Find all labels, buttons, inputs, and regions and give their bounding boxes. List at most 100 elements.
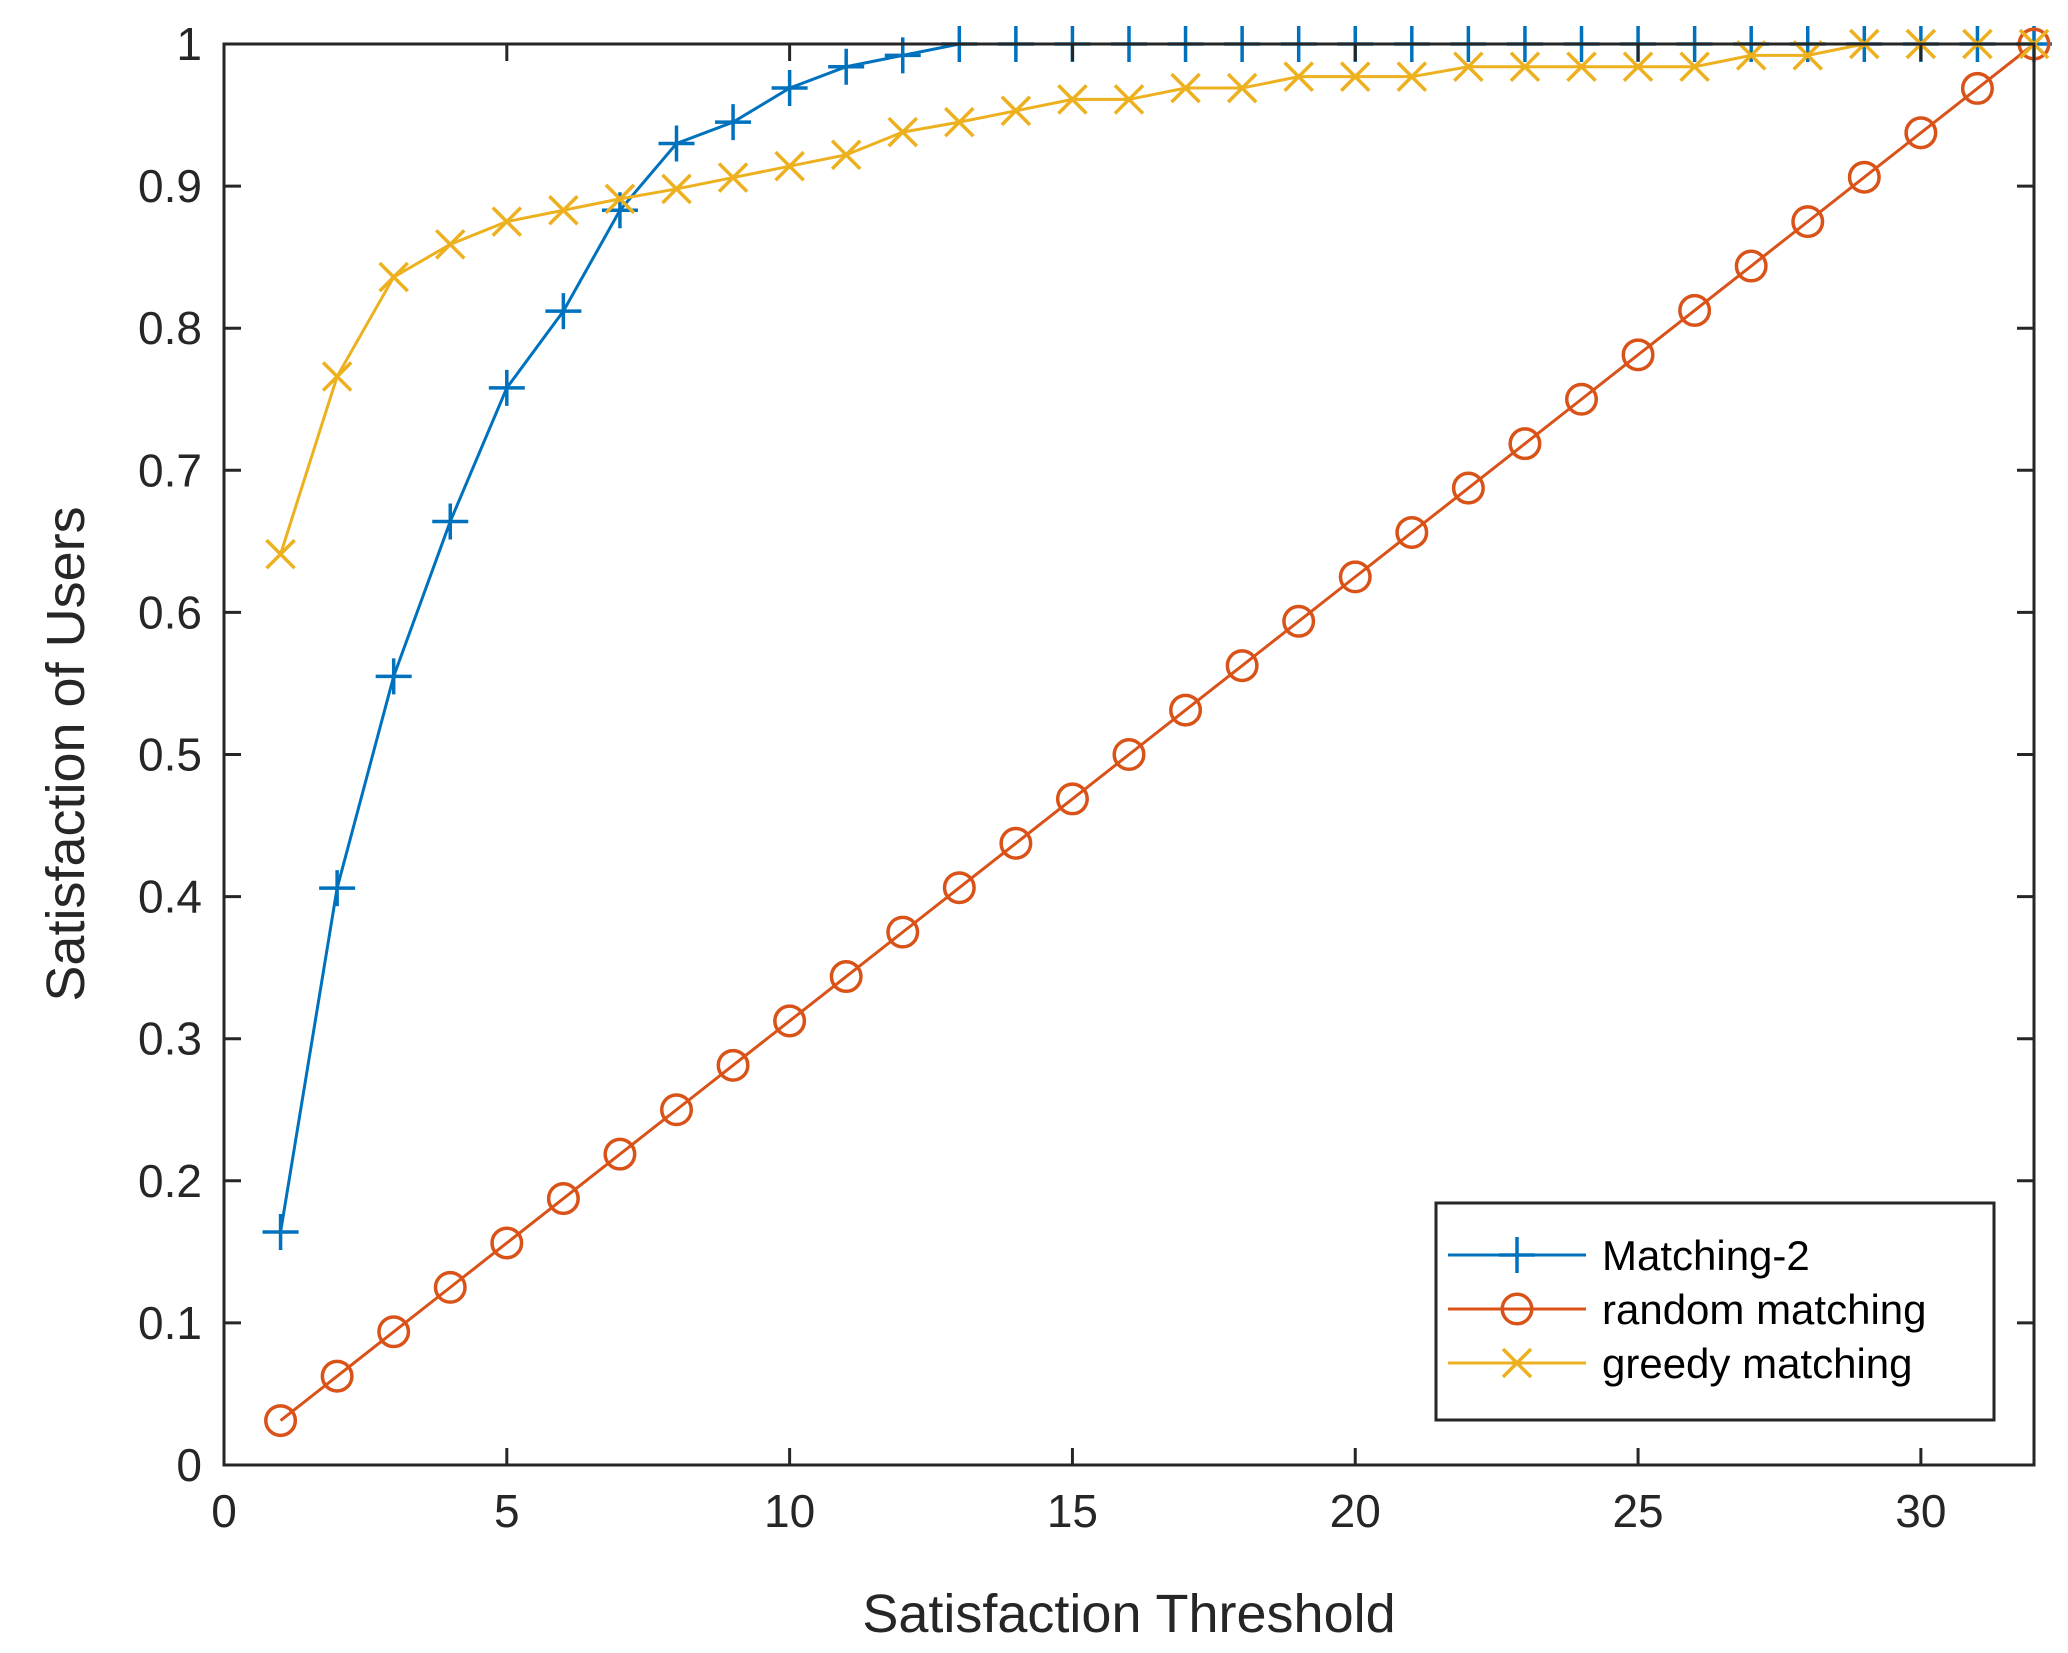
y-tick-label: 0.1 xyxy=(138,1297,202,1349)
series-line xyxy=(279,42,2034,555)
x-tick-label: 0 xyxy=(211,1485,237,1537)
x-marker xyxy=(1622,51,1654,83)
x-marker xyxy=(491,206,523,237)
x-marker xyxy=(1396,61,1428,92)
legend-entry: greedy matching xyxy=(1448,1340,1913,1387)
legend-plus-marker xyxy=(1499,1237,1535,1273)
circle-marker xyxy=(1734,249,1768,283)
plus-marker xyxy=(771,70,808,107)
circle-marker xyxy=(716,1048,750,1082)
legend-label: random matching xyxy=(1602,1286,1927,1333)
circle-marker xyxy=(1395,515,1429,549)
plus-marker xyxy=(319,870,356,907)
x-marker xyxy=(1339,61,1371,92)
legend-circle-marker xyxy=(1500,1292,1534,1326)
y-tick-label: 0.4 xyxy=(138,871,202,923)
x-marker xyxy=(1283,61,1314,92)
circle-marker xyxy=(1055,782,1089,816)
circle-marker xyxy=(377,1315,411,1349)
x-tick-label: 5 xyxy=(494,1485,520,1537)
circle-marker xyxy=(942,871,976,905)
y-tick-label: 0.2 xyxy=(138,1155,202,1207)
x-marker xyxy=(1226,72,1258,104)
x-marker xyxy=(1453,51,1484,83)
plus-marker xyxy=(715,104,752,141)
circle-marker xyxy=(1678,293,1712,327)
legend-entry: Matching-2 xyxy=(1448,1232,1810,1279)
y-tick-label: 0.5 xyxy=(138,729,202,781)
legend: Matching-2 random matching greedy matching xyxy=(1434,1201,1996,1422)
x-tick-label: 10 xyxy=(764,1485,815,1537)
y-tick-label: 1 xyxy=(176,18,202,70)
legend-label: greedy matching xyxy=(1602,1340,1913,1387)
circle-marker xyxy=(1904,116,1938,150)
x-tick-label: 25 xyxy=(1612,1485,1663,1537)
circle-marker xyxy=(886,915,920,949)
circle-marker xyxy=(320,1359,354,1393)
x-marker xyxy=(717,162,749,193)
circle-marker xyxy=(773,1004,807,1038)
plus-marker xyxy=(375,658,412,695)
y-tick-label: 0.7 xyxy=(138,444,202,496)
circle-marker xyxy=(1564,382,1599,416)
circle-marker xyxy=(1225,649,1259,683)
circle-marker xyxy=(829,960,863,994)
circle-marker xyxy=(546,1182,580,1216)
plus-marker xyxy=(432,503,469,540)
x-tick-label: 30 xyxy=(1895,1485,1946,1537)
circle-marker xyxy=(1791,205,1825,239)
legend-entries: Matching-2 random matching greedy matching xyxy=(1448,1232,1927,1387)
x-tick-label: 15 xyxy=(1047,1485,1098,1537)
x-marker xyxy=(944,106,975,138)
x-marker xyxy=(378,261,409,293)
circle-marker xyxy=(1451,471,1485,505)
x-marker xyxy=(1170,72,1201,104)
x-tick-label: 20 xyxy=(1330,1485,1381,1537)
circle-marker xyxy=(1112,737,1146,772)
x-marker xyxy=(604,183,636,215)
legend-x-marker xyxy=(1501,1347,1533,1379)
x-marker xyxy=(661,173,692,205)
x-marker xyxy=(1000,95,1032,127)
series-line xyxy=(279,42,2035,1422)
circle-marker xyxy=(264,1404,298,1438)
plus-marker xyxy=(545,293,582,330)
x-marker xyxy=(887,116,919,148)
x-marker xyxy=(434,229,466,260)
x-marker xyxy=(265,538,296,570)
circle-marker xyxy=(1282,604,1316,638)
circle-marker xyxy=(1621,338,1655,372)
circle-marker xyxy=(659,1093,694,1127)
y-tick-label: 0.8 xyxy=(138,302,202,354)
plus-marker xyxy=(658,125,695,162)
circle-marker xyxy=(1960,71,1994,105)
x-marker xyxy=(1679,51,1710,83)
x-marker xyxy=(321,361,353,392)
legend-box xyxy=(1434,1201,1996,1422)
y-tick-label: 0.6 xyxy=(138,586,202,638)
x-marker xyxy=(1566,51,1597,83)
y-tick-label: 0 xyxy=(176,1439,202,1491)
x-marker xyxy=(1509,51,1541,83)
circle-marker xyxy=(1169,693,1203,727)
x-marker xyxy=(1113,84,1145,115)
series-random-matching xyxy=(264,27,2051,1438)
x-marker xyxy=(830,139,862,171)
x-marker xyxy=(1792,40,1824,71)
circle-marker xyxy=(603,1137,637,1171)
plus-marker xyxy=(488,369,525,406)
x-axis-title: Satisfaction Threshold xyxy=(862,1584,1395,1644)
legend-label: Matching-2 xyxy=(1602,1232,1810,1279)
y-axis-title: Satisfaction of Users xyxy=(36,506,96,1001)
x-marker xyxy=(1735,40,1767,71)
circle-marker xyxy=(1338,560,1372,594)
circle-marker xyxy=(433,1270,467,1304)
plus-marker xyxy=(262,1213,299,1250)
x-marker xyxy=(774,150,805,182)
x-marker xyxy=(548,194,579,226)
axis-ticks: 0 5 10 15 20 25 30 0 0.1 0.2 0.3 0.4 0.5 0.6 0.7 0.8 0.9… xyxy=(138,18,2034,1537)
circle-marker xyxy=(999,826,1033,860)
circle-marker xyxy=(1847,160,1881,194)
plus-marker xyxy=(828,48,865,85)
